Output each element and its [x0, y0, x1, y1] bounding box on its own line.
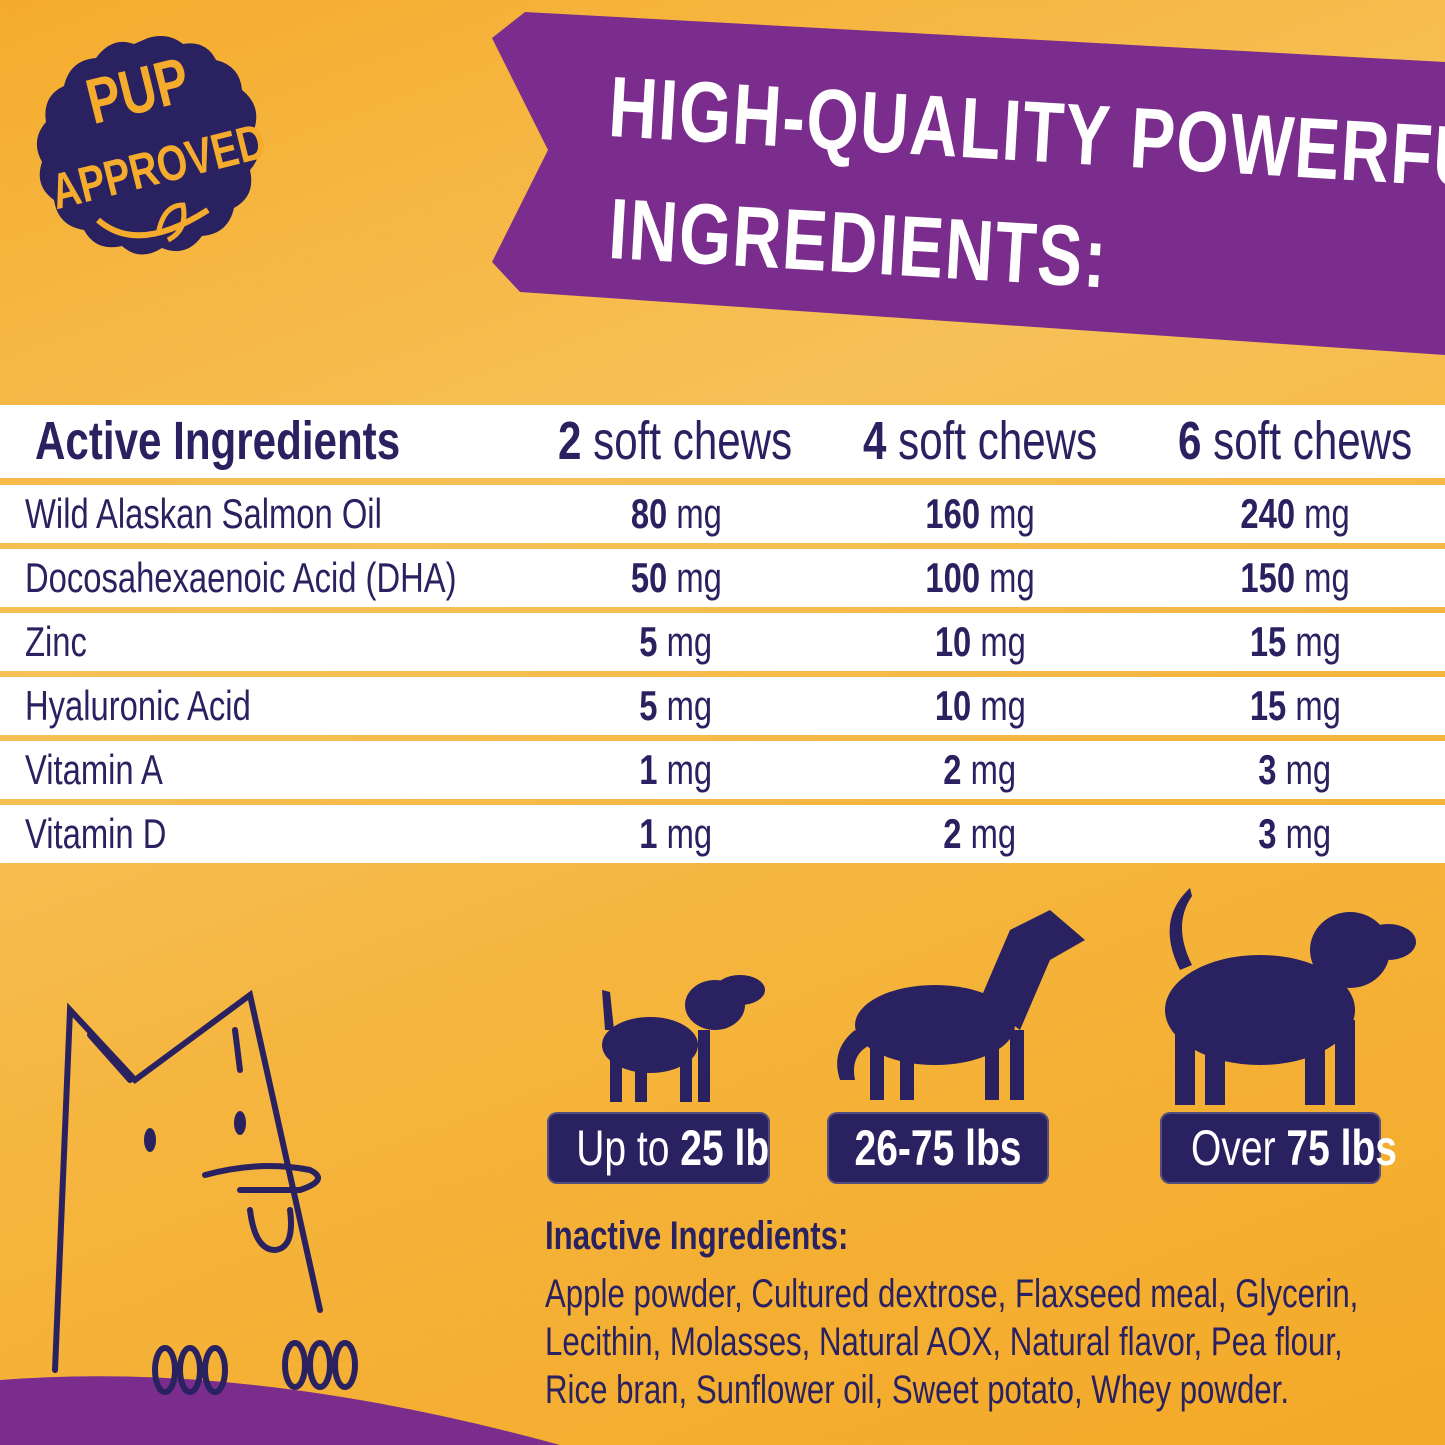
ingredient-name: Vitamin D [25, 810, 167, 857]
ingredient-name: Wild Alaskan Salmon Oil [25, 490, 382, 537]
table-row: Wild Alaskan Salmon Oil 80 mg 160 mg 240 mg [0, 485, 1445, 543]
purple-hill [0, 1376, 560, 1445]
inactive-ingredients-line: Apple powder, Cultured dextrose, Flaxsee… [545, 1272, 1359, 1316]
dose-value: 100 mg [925, 554, 1035, 601]
dose-value: 3 mg [1258, 810, 1332, 857]
table-header-row: Active Ingredients 2 soft chews 4 soft c… [0, 405, 1445, 478]
dose-value: 1 mg [639, 746, 713, 793]
dose-value: 2 mg [943, 746, 1017, 793]
weight-range-badge: Over 75 lbs [1160, 1112, 1397, 1184]
table-row: Vitamin A 1 mg 2 mg 3 mg [0, 741, 1445, 799]
ingredient-name: Vitamin A [25, 746, 163, 793]
header-active-ingredients: Active Ingredients [35, 411, 401, 471]
table-row: Hyaluronic Acid 5 mg 10 mg 15 mg [0, 677, 1445, 735]
medium-dog-icon [837, 910, 1085, 1100]
inactive-ingredients-title: Inactive Ingredients: [545, 1214, 849, 1258]
table-row: Docosahexaenoic Acid (DHA) 50 mg 100 mg 150… [0, 549, 1445, 607]
table-row: Zinc 5 mg 10 mg 15 mg [0, 613, 1445, 671]
dose-value: 10 mg [934, 682, 1026, 729]
dose-value: 150 mg [1240, 554, 1350, 601]
dose-value: 2 mg [943, 810, 1017, 857]
dose-value: 1 mg [639, 810, 713, 857]
weight-range-badge: Up to 25 lb [547, 1112, 770, 1184]
dose-value: 3 mg [1258, 746, 1332, 793]
title-banner [492, 12, 1445, 355]
inactive-ingredients-line: Rice bran, Sunflower oil, Sweet potato, … [545, 1368, 1289, 1412]
dose-value: 15 mg [1249, 682, 1341, 729]
weight-range-badge: 26-75 lbs [827, 1112, 1049, 1184]
dose-value: 80 mg [630, 490, 722, 537]
dose-value: 5 mg [639, 618, 713, 665]
dose-value: 50 mg [630, 554, 722, 601]
dose-value: 240 mg [1240, 490, 1350, 537]
cartoon-dog-illustration [0, 989, 560, 1445]
pup-approved-logo: PUP APPROVED [28, 30, 271, 260]
small-dog-icon [602, 975, 765, 1102]
large-dog-icon [1165, 888, 1416, 1105]
dog-silhouettes [602, 888, 1416, 1105]
table-row: Vitamin D 1 mg 2 mg 3 mg [0, 805, 1445, 863]
ingredient-name: Docosahexaenoic Acid (DHA) [25, 554, 457, 601]
ingredient-name: Hyaluronic Acid [25, 682, 251, 729]
dose-value: 160 mg [925, 490, 1035, 537]
seal-icon [36, 36, 260, 255]
dose-value: 10 mg [934, 618, 1026, 665]
inactive-ingredients-line: Lecithin, Molasses, Natural AOX, Natural… [545, 1320, 1343, 1364]
dose-value: 5 mg [639, 682, 713, 729]
dose-value: 15 mg [1249, 618, 1341, 665]
ingredient-name: Zinc [25, 618, 87, 665]
